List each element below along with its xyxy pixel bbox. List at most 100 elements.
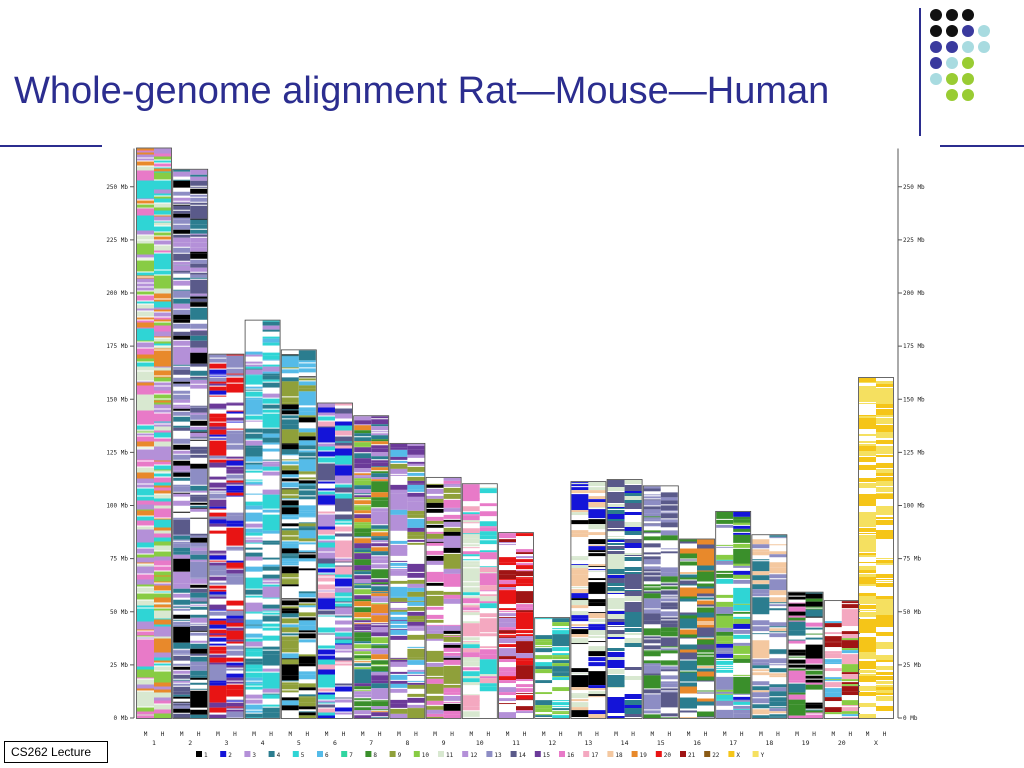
synteny-block [281, 526, 299, 529]
synteny-block [407, 472, 425, 476]
chromosome-8: M H8 [389, 442, 426, 747]
synteny-block [660, 535, 678, 541]
synteny-block [499, 706, 516, 712]
synteny-block [318, 597, 335, 599]
synteny-block [190, 253, 208, 259]
synteny-block [354, 661, 372, 663]
synteny-block [245, 498, 263, 502]
synteny-block [318, 688, 335, 692]
synteny-block [624, 531, 642, 535]
synteny-block [154, 537, 171, 542]
synteny-block [137, 208, 154, 214]
synteny-block [209, 616, 227, 619]
synteny-block [516, 571, 533, 577]
synteny-block [680, 553, 697, 559]
synteny-block [226, 456, 244, 459]
synteny-block [479, 686, 497, 692]
synteny-block [535, 713, 553, 715]
synteny-block [624, 567, 642, 571]
synteny-block [190, 597, 208, 601]
chromosome-label: 7 [369, 739, 373, 747]
synteny-block [859, 533, 876, 534]
synteny-block [335, 603, 352, 607]
synteny-block [407, 466, 425, 472]
corner-dot [930, 73, 942, 85]
synteny-block [190, 414, 208, 420]
synteny-block [154, 377, 171, 382]
synteny-block [479, 527, 497, 532]
synteny-block [354, 694, 372, 698]
synteny-block [371, 537, 389, 541]
synteny-block [680, 574, 697, 578]
synteny-block [535, 705, 553, 709]
synteny-block [154, 713, 171, 718]
synteny-block [354, 420, 372, 425]
synteny-block [769, 574, 787, 579]
synteny-block [281, 640, 299, 649]
synteny-block [209, 650, 227, 654]
synteny-block [462, 596, 480, 599]
synteny-block [660, 492, 678, 498]
synteny-block [281, 624, 299, 628]
synteny-block [209, 527, 227, 530]
synteny-block [462, 554, 480, 557]
synteny-block [607, 675, 625, 687]
synteny-block [335, 615, 352, 617]
synteny-block [354, 595, 372, 600]
synteny-block [298, 554, 316, 559]
legend-swatch [365, 751, 372, 757]
synteny-block [660, 664, 678, 666]
synteny-block [479, 649, 497, 655]
synteny-block [805, 714, 823, 718]
synteny-block [209, 482, 227, 488]
synteny-block [660, 586, 678, 590]
synteny-block [173, 210, 191, 214]
synteny-block [190, 542, 208, 547]
synteny-block [281, 608, 299, 611]
synteny-block [390, 609, 408, 612]
synteny-block [443, 598, 461, 604]
synteny-block [516, 711, 533, 714]
legend-swatch [752, 751, 759, 757]
synteny-block [154, 626, 171, 637]
synteny-block [769, 675, 787, 678]
synteny-block [876, 627, 893, 632]
synteny-block [137, 244, 154, 255]
synteny-block [876, 672, 893, 675]
synteny-block [371, 569, 389, 579]
synteny-block [371, 424, 389, 427]
synteny-block [298, 391, 316, 406]
synteny-block [588, 553, 606, 557]
synteny-block [624, 543, 642, 548]
synteny-block [137, 524, 154, 526]
synteny-block [462, 528, 480, 534]
synteny-block [190, 237, 208, 243]
synteny-block [281, 658, 299, 660]
synteny-block [443, 657, 461, 660]
synteny-block [660, 679, 678, 682]
synteny-block [173, 642, 191, 649]
synteny-block [226, 474, 244, 479]
synteny-block [876, 554, 893, 558]
synteny-block [607, 587, 625, 591]
synteny-block [588, 546, 606, 551]
synteny-block [154, 312, 171, 317]
synteny-block [859, 596, 876, 599]
synteny-block [190, 384, 208, 389]
chromosome-label: 14 [621, 739, 629, 747]
synteny-block [859, 403, 876, 404]
synteny-block [281, 697, 299, 701]
synteny-block [643, 548, 661, 550]
synteny-block [173, 253, 191, 261]
synteny-block [407, 615, 425, 620]
synteny-block [245, 399, 263, 415]
synteny-block [499, 604, 516, 609]
synteny-block [262, 654, 280, 666]
synteny-block [876, 642, 893, 649]
synteny-block [499, 636, 516, 638]
synteny-block [607, 521, 625, 525]
synteny-block [535, 694, 553, 697]
synteny-block [571, 600, 589, 606]
synteny-block [371, 511, 389, 525]
synteny-block [499, 618, 516, 623]
